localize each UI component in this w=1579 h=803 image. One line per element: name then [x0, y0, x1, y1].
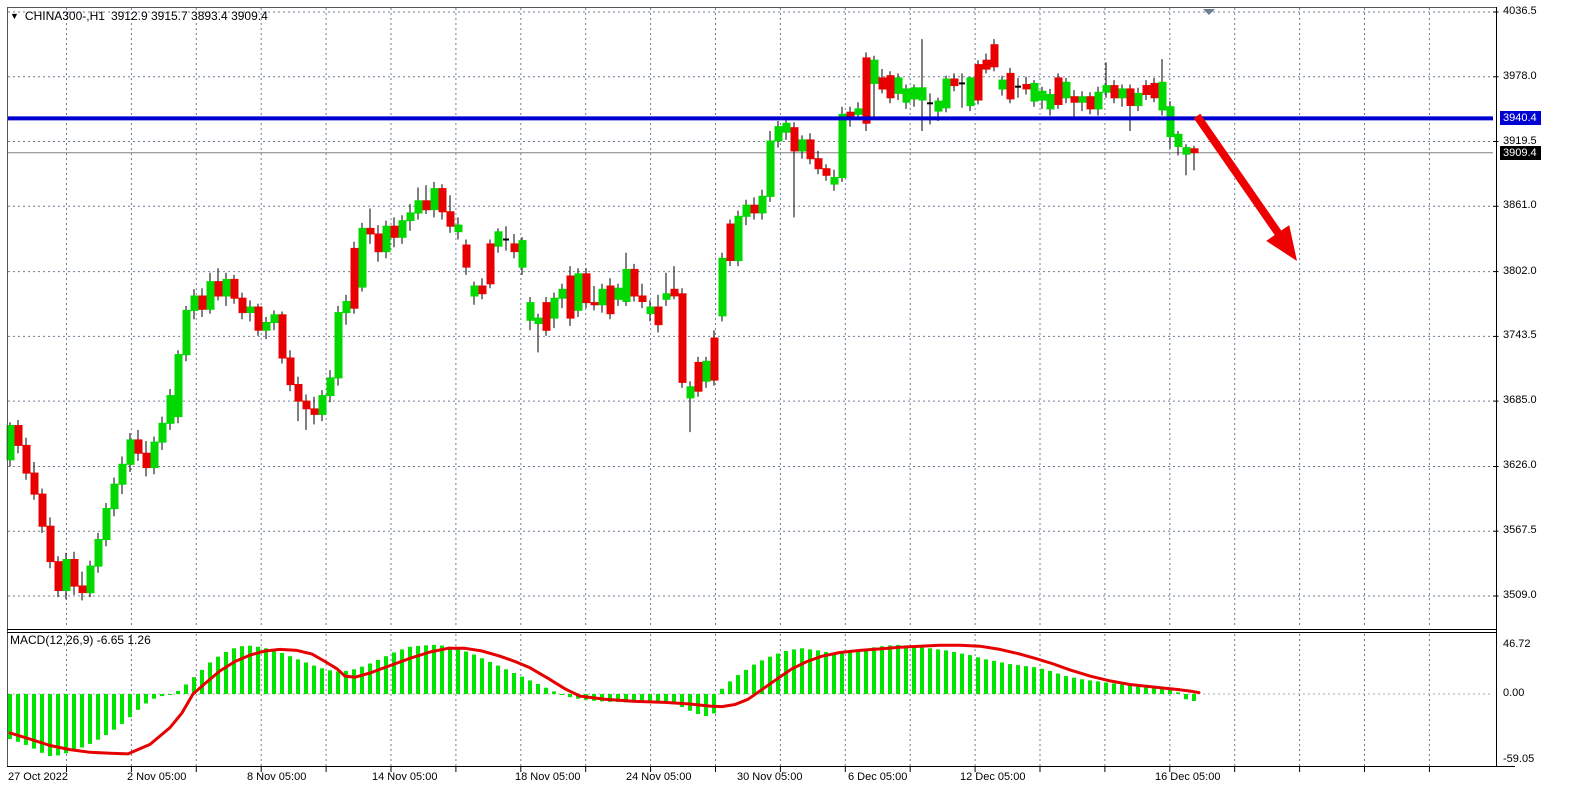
candles: [6, 39, 1199, 601]
time-axis-label: 24 Nov 05:00: [626, 771, 692, 783]
macd-axis-label: -59.05: [1503, 753, 1535, 765]
price-axis-label: 3802.0: [1503, 264, 1537, 277]
macd-axis-label: 46.72: [1503, 637, 1531, 650]
time-axis-label: 27 Oct 2022: [8, 771, 68, 783]
macd-signal-line: [8, 643, 1201, 756]
current-price-badge: 3909.4: [1500, 145, 1541, 160]
time-axis-label: 2 Nov 05:00: [127, 771, 187, 783]
time-axis-label: 18 Nov 05:00: [515, 771, 581, 783]
macd-axis-label: 0.00: [1503, 687, 1525, 699]
price-axis-label: 3743.5: [1503, 329, 1537, 342]
price-axis-label: 3685.0: [1503, 394, 1537, 407]
time-axis-label: 14 Nov 05:00: [372, 771, 438, 783]
ohlc-values: 3912.9 3915.7 3893.4 3909.4: [110, 9, 268, 23]
time-axis-label: 6 Dec 05:00: [848, 771, 908, 783]
price-axis-label: 3509.0: [1503, 588, 1537, 601]
macd-histogram: [8, 644, 1196, 756]
blue-line-price-badge: 3940.4: [1500, 111, 1541, 126]
symbol-dropdown-icon[interactable]: ▼: [10, 11, 19, 21]
trend-arrow[interactable]: [1193, 113, 1297, 261]
price-axis-label: 4036.5: [1503, 5, 1537, 17]
time-axis-label: 8 Nov 05:00: [247, 771, 307, 783]
time-axis-label: 16 Dec 05:00: [1155, 771, 1221, 783]
time-axis-label: 30 Nov 05:00: [737, 771, 803, 783]
vertical-gridlines: [66, 8, 1430, 772]
chart-shift-marker-icon[interactable]: [1203, 9, 1215, 15]
chart-title: ▼ CHINA300-,H1 3912.9 3915.7 3893.4 3909…: [10, 9, 268, 23]
price-axis-label: 3978.0: [1503, 69, 1537, 82]
price-axis-label: 3567.5: [1503, 524, 1537, 537]
time-axis-label: 12 Dec 05:00: [960, 771, 1026, 783]
price-axis-label: 3919.5: [1503, 134, 1537, 147]
macd-indicator-label: MACD(12,26,9) -6.65 1.26: [10, 633, 151, 647]
horizontal-gridlines: [8, 11, 1499, 695]
panel-borders: [7, 7, 1515, 767]
price-axis-label: 3626.0: [1503, 459, 1537, 472]
price-axis-label: 3861.0: [1503, 199, 1537, 212]
symbol-period-label: CHINA300-,H1: [24, 9, 105, 23]
